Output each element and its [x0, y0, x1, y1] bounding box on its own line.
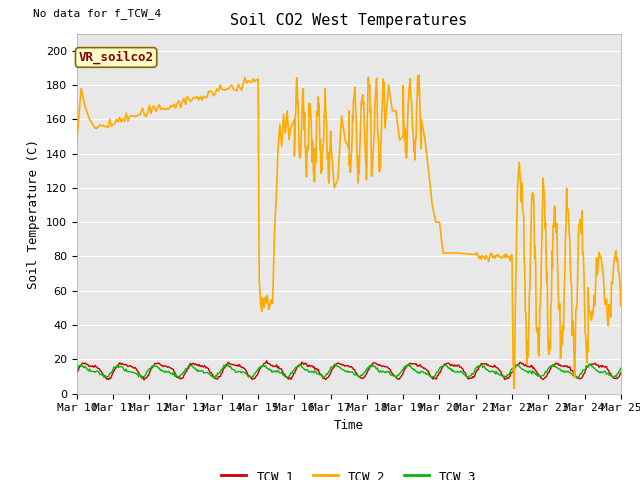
Title: Soil CO2 West Temperatures: Soil CO2 West Temperatures [230, 13, 467, 28]
Y-axis label: Soil Temperature (C): Soil Temperature (C) [28, 139, 40, 288]
Legend: TCW_1, TCW_2, TCW_3: TCW_1, TCW_2, TCW_3 [216, 465, 481, 480]
Text: VR_soilco2: VR_soilco2 [79, 51, 154, 64]
Text: No data for f_TCW_4: No data for f_TCW_4 [33, 8, 161, 19]
X-axis label: Time: Time [334, 419, 364, 432]
